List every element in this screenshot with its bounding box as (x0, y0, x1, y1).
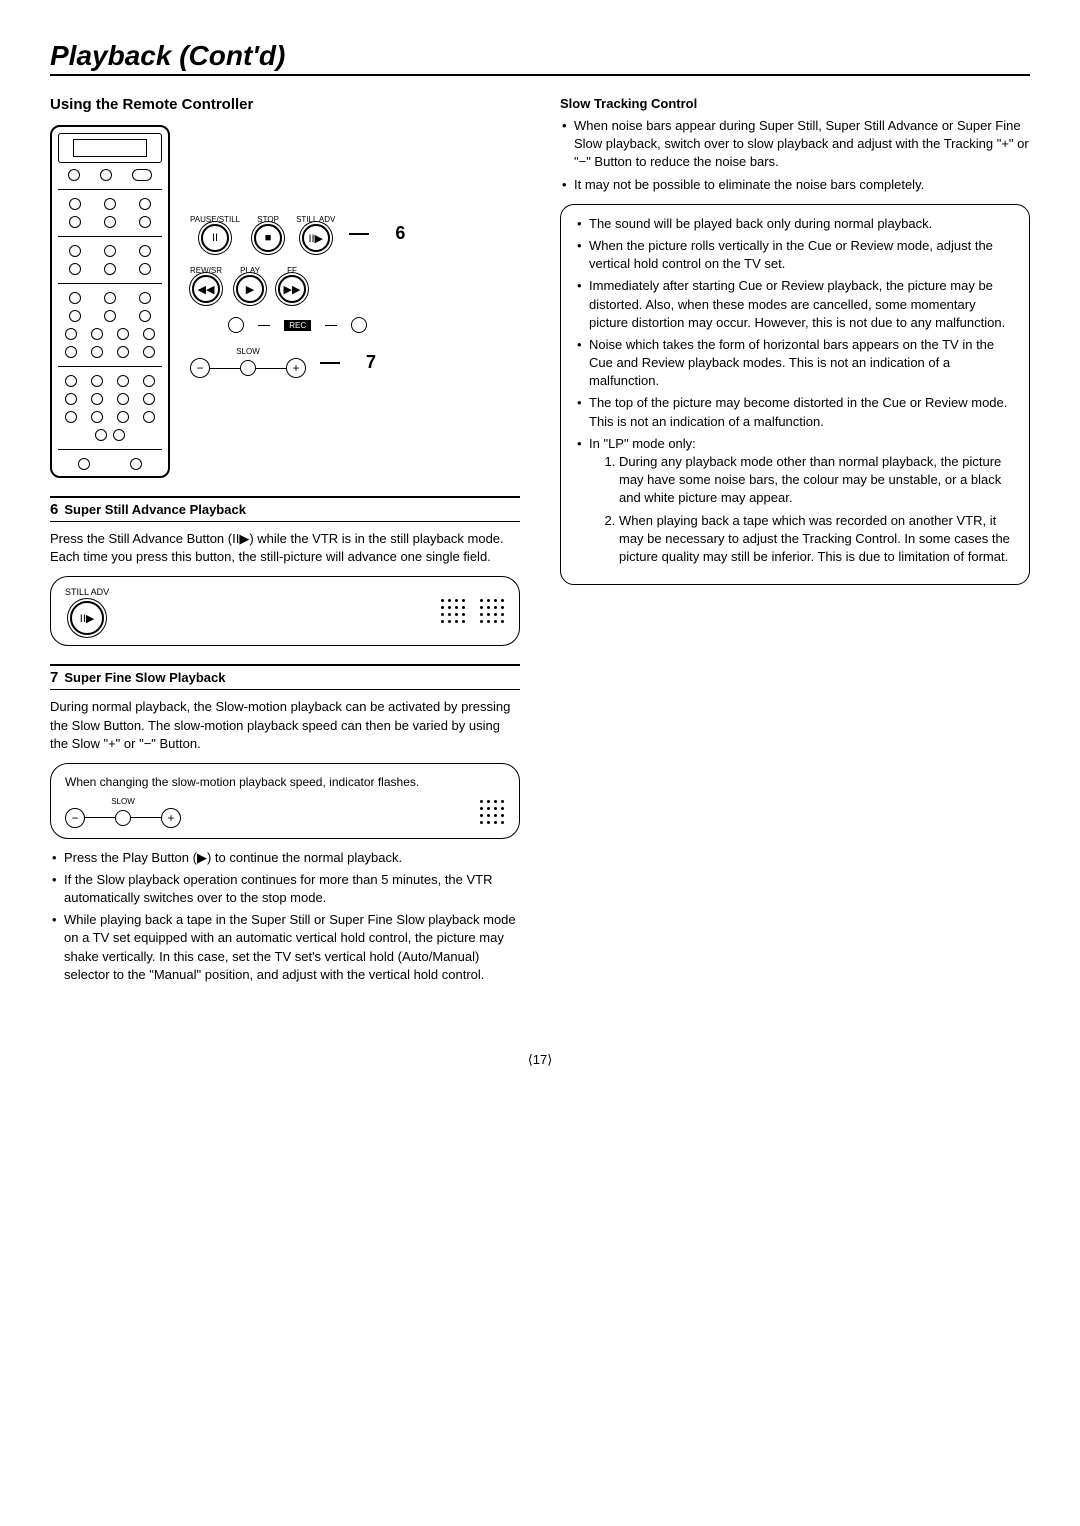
list-item: The top of the picture may become distor… (575, 394, 1015, 430)
list-item: The sound will be played back only durin… (575, 215, 1015, 233)
section-7-diagram-text: When changing the slow-motion playback s… (65, 774, 505, 791)
page-title: Playback (Cont'd) (50, 40, 1030, 76)
remote-heading: Using the Remote Controller (50, 96, 520, 113)
list-item: When playing back a tape which was recor… (619, 512, 1015, 567)
slow-diagram-control: SLOW − + (65, 797, 181, 828)
slow-tracking-bullets: When noise bars appear during Super Stil… (560, 117, 1030, 194)
callout-6: 6 (395, 223, 405, 244)
section-7-bullets: Press the Play Button (▶) to continue th… (50, 849, 520, 984)
left-column: Using the Remote Controller (50, 96, 520, 992)
indicator-dots-icon (480, 800, 505, 825)
two-column-layout: Using the Remote Controller (50, 96, 1030, 992)
play-button-icon: PLAY ▶ (236, 266, 264, 303)
list-item: Immediately after starting Cue or Review… (575, 277, 1015, 332)
slow-tracking-heading: Slow Tracking Control (560, 96, 1030, 111)
rec-label: REC (284, 320, 311, 331)
right-column: Slow Tracking Control When noise bars ap… (560, 96, 1030, 992)
list-item: Press the Play Button (▶) to continue th… (50, 849, 520, 867)
list-item: When noise bars appear during Super Stil… (560, 117, 1030, 172)
remote-callouts: PAUSE/STILL II STOP ■ STILL ADV II▶ 6 (190, 125, 405, 378)
callout-7: 7 (366, 352, 376, 373)
remote-figure: PAUSE/STILL II STOP ■ STILL ADV II▶ 6 (50, 125, 520, 478)
stop-button-icon: STOP ■ (254, 215, 282, 252)
list-item: Noise which takes the form of horizontal… (575, 336, 1015, 391)
list-item: During any playback mode other than norm… (619, 453, 1015, 508)
page-number: ⟨17⟩ (50, 1052, 1030, 1068)
still-adv-diagram-button: STILL ADV II▶ (65, 587, 109, 635)
list-item: While playing back a tape in the Super S… (50, 911, 520, 984)
slow-control-icon: SLOW − + (190, 347, 306, 378)
remote-outline (50, 125, 170, 478)
pause-still-button-icon: PAUSE/STILL II (190, 215, 240, 252)
section-6-diagram: STILL ADV II▶ (50, 576, 520, 646)
frame-dots-icon (441, 599, 505, 624)
note-box: The sound will be played back only durin… (560, 204, 1030, 585)
ff-button-icon: FF ▶▶ (278, 266, 306, 303)
section-7-heading: 7Super Fine Slow Playback (50, 664, 520, 690)
still-adv-button-icon: STILL ADV II▶ (296, 215, 335, 252)
list-item: It may not be possible to eliminate the … (560, 176, 1030, 194)
list-item: In "LP" mode only: During any playback m… (575, 435, 1015, 566)
section-6-body: Press the Still Advance Button (II▶) whi… (50, 530, 520, 566)
section-7-diagram: When changing the slow-motion playback s… (50, 763, 520, 839)
section-7-body: During normal playback, the Slow-motion … (50, 698, 520, 753)
rew-button-icon: REW/SR ◀◀ (190, 266, 222, 303)
list-item: When the picture rolls vertically in the… (575, 237, 1015, 273)
section-6-heading: 6Super Still Advance Playback (50, 496, 520, 522)
list-item: If the Slow playback operation continues… (50, 871, 520, 907)
